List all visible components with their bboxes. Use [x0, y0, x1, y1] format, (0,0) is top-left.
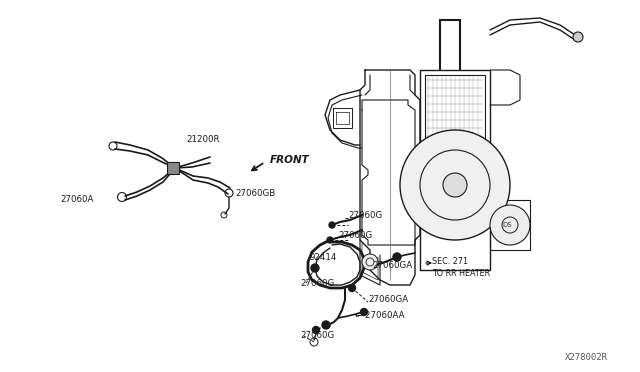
Circle shape	[329, 222, 335, 228]
Text: 27060GA: 27060GA	[368, 295, 408, 305]
Circle shape	[573, 32, 583, 42]
Circle shape	[490, 205, 530, 245]
Text: DS: DS	[502, 222, 512, 228]
Circle shape	[322, 321, 330, 329]
Text: TO RR HEATER: TO RR HEATER	[432, 269, 490, 278]
Text: FRONT: FRONT	[270, 155, 310, 165]
Text: 27060G: 27060G	[300, 279, 334, 288]
Circle shape	[311, 264, 319, 272]
Text: 21200R: 21200R	[186, 135, 220, 144]
Text: ← 27060AA: ← 27060AA	[355, 311, 404, 321]
Circle shape	[400, 130, 510, 240]
Circle shape	[443, 173, 467, 197]
Circle shape	[360, 308, 367, 315]
Text: X278002R: X278002R	[565, 353, 608, 362]
Text: 27060A: 27060A	[60, 196, 93, 205]
Circle shape	[312, 327, 319, 334]
Circle shape	[393, 253, 401, 261]
Circle shape	[362, 254, 378, 270]
Text: 27060GA: 27060GA	[372, 262, 412, 270]
Circle shape	[349, 285, 355, 292]
Bar	[167, 162, 179, 174]
Text: 27060G: 27060G	[338, 231, 372, 240]
Text: SEC. 271: SEC. 271	[432, 257, 468, 266]
Text: 27060G: 27060G	[300, 330, 334, 340]
Text: 92414: 92414	[310, 253, 337, 262]
Text: 27060GB: 27060GB	[235, 189, 275, 198]
Circle shape	[327, 237, 333, 243]
Text: 27060G: 27060G	[348, 211, 382, 219]
